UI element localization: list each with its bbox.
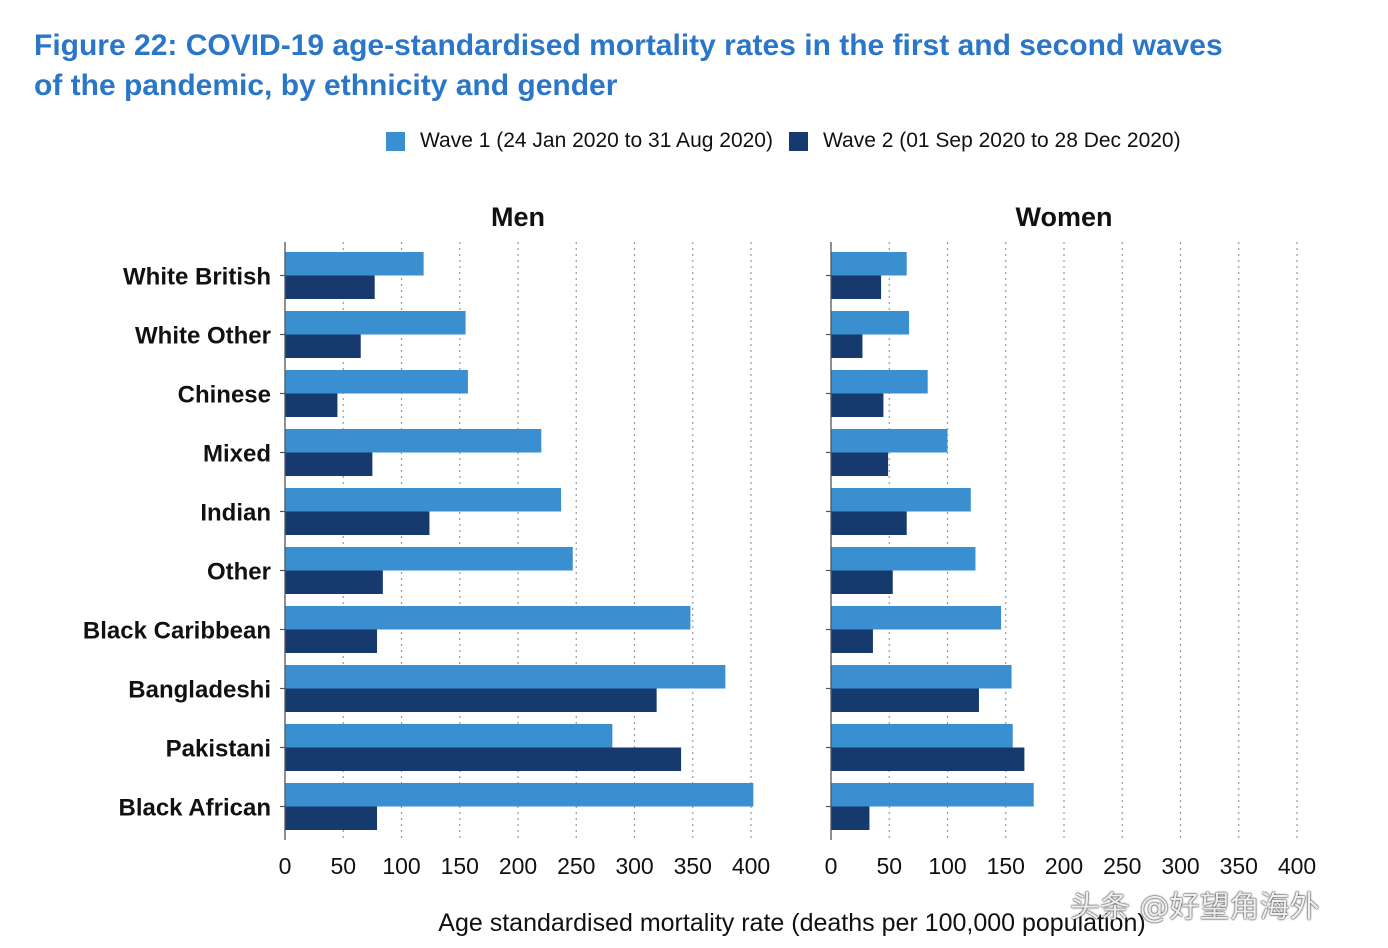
x-tick-label-women: 200	[1045, 853, 1083, 879]
category-label: Black African	[118, 795, 271, 822]
bar-men-wave2	[285, 688, 657, 712]
category-label: Indian	[200, 500, 271, 527]
legend-item-wave1: Wave 1 (24 Jan 2020 to 31 Aug 2020)	[386, 129, 773, 153]
chart-title: Figure 22: COVID-19 age-standardised mor…	[34, 26, 1354, 106]
legend: Wave 1 (24 Jan 2020 to 31 Aug 2020) Wave…	[386, 126, 1197, 156]
bar-men-wave1	[285, 488, 562, 512]
bar-women-wave2	[831, 747, 1025, 771]
bar-men-wave1	[285, 547, 573, 571]
bar-men-wave2	[285, 570, 383, 594]
chart-title-line-2: of the pandemic, by ethnicity and gender	[34, 69, 618, 102]
bar-men-wave2	[285, 334, 361, 358]
legend-label-wave2: Wave 2 (01 Sep 2020 to 28 Dec 2020)	[822, 129, 1181, 152]
legend-label-wave1: Wave 1 (24 Jan 2020 to 31 Aug 2020)	[420, 129, 773, 152]
bar-women-wave1	[831, 665, 1012, 689]
bar-women-wave1	[831, 606, 1002, 630]
x-tick-label-women: 150	[987, 853, 1025, 879]
bar-women-wave1	[831, 488, 971, 512]
x-tick-label-men: 400	[732, 853, 770, 879]
bar-women-wave1	[831, 724, 1013, 748]
chart-title-line-1: Figure 22: COVID-19 age-standardised mor…	[34, 29, 1223, 62]
panel-title-women: Women	[1015, 202, 1112, 232]
panel-title-men: Men	[491, 202, 545, 232]
bar-women-wave2	[831, 511, 907, 535]
bar-women-wave1	[831, 429, 948, 453]
bar-women-wave2	[831, 334, 863, 358]
bar-men-wave2	[285, 806, 378, 830]
x-tick-label-men: 350	[674, 853, 712, 879]
bar-men-wave1	[285, 665, 726, 689]
bar-women-wave2	[831, 452, 889, 476]
legend-swatch-wave1	[386, 131, 405, 151]
bar-men-wave1	[285, 252, 424, 276]
bar-men-wave1	[285, 724, 613, 748]
bar-men-wave1	[285, 429, 542, 453]
x-tick-label-women: 400	[1278, 853, 1316, 879]
bar-women-wave1	[831, 370, 928, 394]
x-axis-label: Age standardised mortality rate (deaths …	[438, 909, 1145, 937]
x-tick-label-women: 50	[876, 853, 902, 879]
panel-women: Women 0 50 100 150 200 250 300 350 400	[825, 202, 1317, 879]
x-tick-label-women: 0	[825, 853, 838, 879]
bar-women-wave2	[831, 393, 884, 417]
bar-men-wave1	[285, 311, 466, 335]
category-label: White British	[123, 264, 271, 291]
watermark: 头条 @好望角海外	[1070, 890, 1320, 925]
bar-women-wave1	[831, 311, 910, 335]
category-label: Bangladeshi	[128, 677, 271, 704]
bar-women-wave2	[831, 629, 873, 653]
x-tick-label-women: 350	[1220, 853, 1258, 879]
x-tick-label-women: 100	[928, 853, 966, 879]
bar-men-wave2	[285, 275, 375, 299]
bar-men-wave1	[285, 783, 754, 807]
x-tick-label-men: 0	[279, 853, 292, 879]
bar-women-wave2	[831, 806, 870, 830]
legend-swatch-wave2	[788, 131, 808, 151]
bar-men-wave2	[285, 629, 378, 653]
bar-women-wave2	[831, 275, 882, 299]
x-tick-label-women: 250	[1103, 853, 1141, 879]
x-tick-label-men: 100	[382, 853, 420, 879]
legend-item-wave2: Wave 2 (01 Sep 2020 to 28 Dec 2020)	[788, 129, 1181, 153]
category-label: White Other	[135, 323, 271, 350]
category-label: Chinese	[178, 382, 271, 409]
category-label: Pakistani	[166, 736, 271, 763]
x-tick-label-men: 200	[499, 853, 537, 879]
bar-men-wave2	[285, 747, 682, 771]
bar-women-wave2	[831, 688, 979, 712]
bar-men-wave2	[285, 393, 338, 417]
category-label: Black Caribbean	[83, 618, 271, 645]
bar-women-wave1	[831, 252, 907, 276]
bar-men-wave2	[285, 511, 430, 535]
bar-men-wave1	[285, 606, 691, 630]
x-tick-label-men: 250	[557, 853, 595, 879]
bar-women-wave1	[831, 783, 1034, 807]
bar-women-wave1	[831, 547, 976, 571]
panel-men: Men White British White Other Chinese Mixed I…	[83, 202, 770, 879]
category-label: Mixed	[203, 441, 271, 468]
x-tick-label-women: 300	[1161, 853, 1199, 879]
category-label: Other	[207, 559, 271, 586]
bar-women-wave2	[831, 570, 893, 594]
x-tick-label-men: 150	[441, 853, 479, 879]
bar-men-wave2	[285, 452, 373, 476]
bar-men-wave1	[285, 370, 468, 394]
x-tick-label-men: 300	[615, 853, 653, 879]
x-tick-label-men: 50	[330, 853, 356, 879]
